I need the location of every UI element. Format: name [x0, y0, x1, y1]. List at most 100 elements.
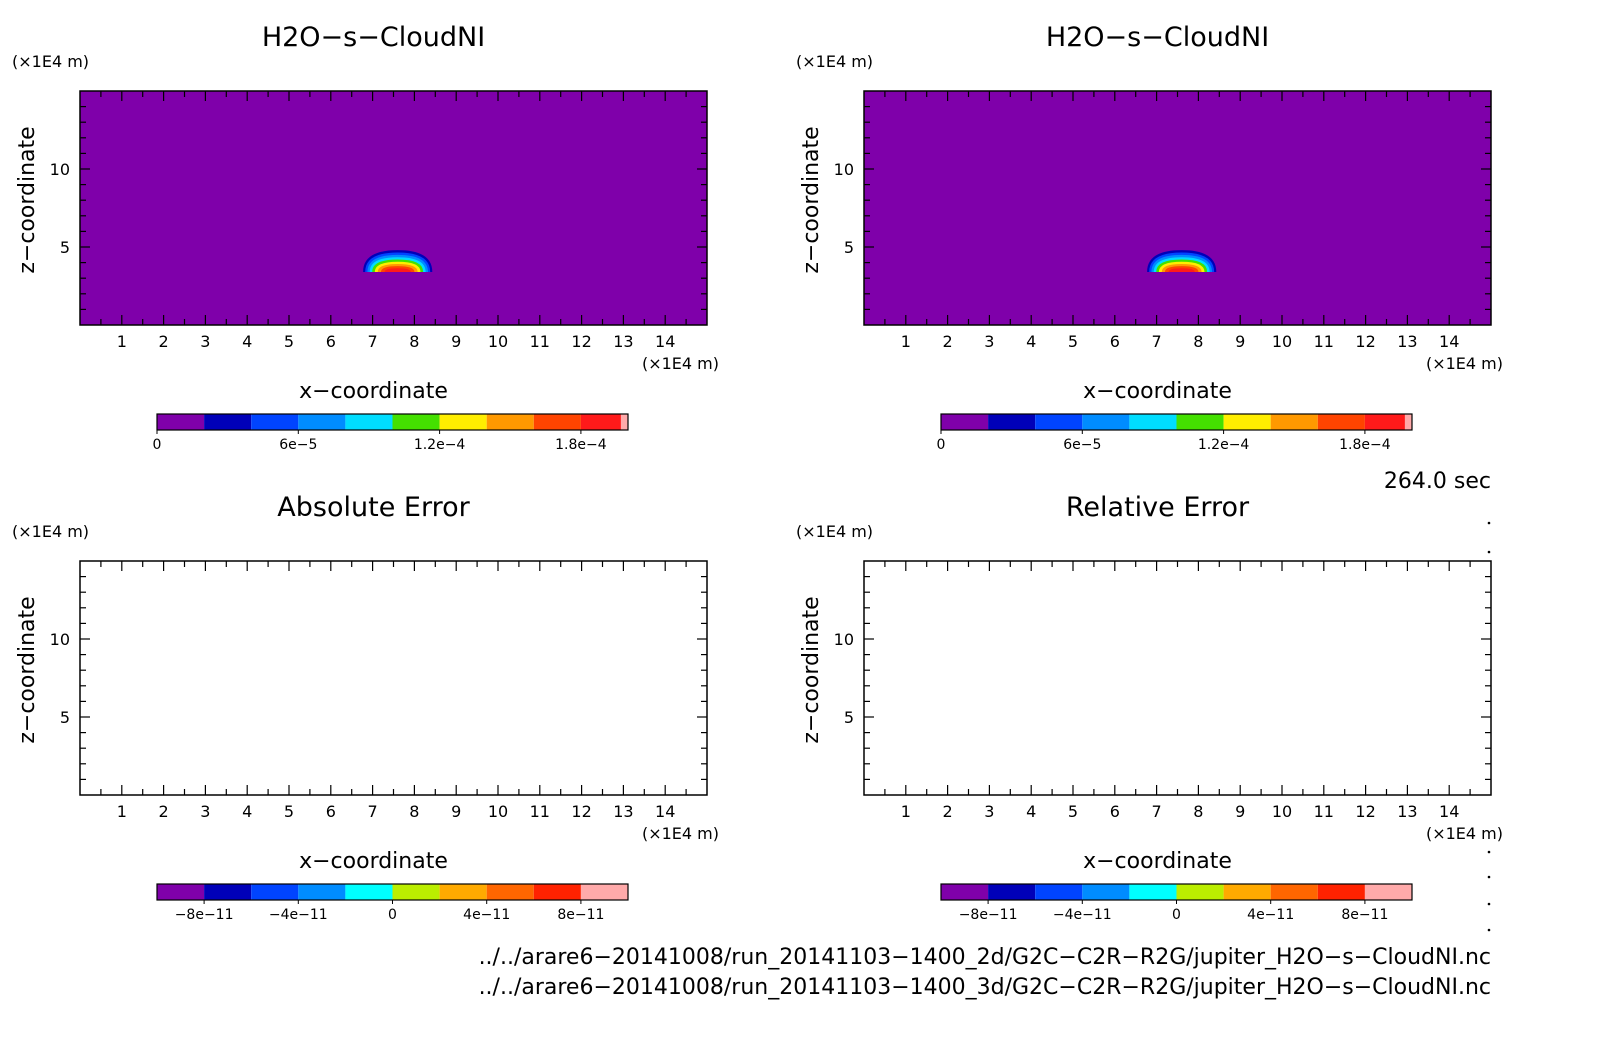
x-unit-label: (×1E4 m) [642, 354, 719, 373]
colorbar-segment [1176, 884, 1224, 900]
x-tick-label: 4 [242, 332, 252, 351]
y-unit-label: (×1E4 m) [796, 52, 873, 71]
x-tick-label: 4 [242, 802, 252, 821]
x-tick-label: 3 [984, 802, 994, 821]
colorbar-tick-label: −8e−11 [175, 907, 234, 923]
panel-3: Absolute Error(×1E4 m)1 2 3 4 5 6 7 8 9 10 11 12 13 1… [12, 492, 719, 923]
colorbar-tick-label: 6e−5 [1063, 437, 1101, 453]
colorbar-segment [439, 884, 487, 900]
colorbar-tick-label: 0 [153, 437, 162, 453]
x-tick-label: 8 [409, 332, 419, 351]
y-unit-label: (×1E4 m) [796, 522, 873, 541]
colorbar-segment [1270, 884, 1318, 900]
colorbar-segment [533, 414, 581, 430]
x-tick-label: 6 [326, 802, 336, 821]
colorbar-segment [941, 884, 989, 900]
colorbar-segment [1082, 414, 1130, 430]
cloud-contour-level-9 [384, 268, 411, 272]
colorbar-segment [157, 414, 205, 430]
x-tick-label: 9 [1235, 332, 1245, 351]
panel-title: Relative Error [1066, 492, 1250, 523]
colorbar-segment [345, 414, 393, 430]
x-tick-label: 4 [1026, 802, 1036, 821]
y-tick-label: 10 [834, 630, 854, 649]
x-tick-label: 11 [1314, 802, 1334, 821]
x-tick-label: 2 [159, 332, 169, 351]
x-tick-label: 14 [655, 802, 675, 821]
x-tick-label: 5 [284, 332, 294, 351]
x-tick-label: 14 [1439, 332, 1459, 351]
colorbar-tick-label: 8e−11 [557, 907, 604, 923]
colorbar-segment [1364, 884, 1412, 900]
colorbar-tick-label: 6e−5 [279, 437, 317, 453]
plot-area [864, 561, 1491, 795]
y-tick-label: 10 [50, 630, 70, 649]
y-unit-label: (×1E4 m) [12, 52, 89, 71]
colorbar-segment [580, 884, 628, 900]
colorbar-segment [392, 414, 440, 430]
colorbar-segment [298, 414, 346, 430]
x-tick-label: 10 [488, 332, 508, 351]
margin-dot [1487, 902, 1491, 906]
colorbar-segment [533, 884, 581, 900]
panel-4: Relative Error(×1E4 m)1 2 3 4 5 6 7 8 9 10 11 12 13 1… [796, 492, 1503, 923]
x-tick-label: 9 [451, 332, 461, 351]
colorbar-segment [1317, 414, 1365, 430]
colorbar-tick-label: 1.8e−4 [555, 437, 607, 453]
colorbar-segment [1364, 414, 1405, 430]
x-tick-label: 13 [613, 802, 633, 821]
colorbar-tick-label: 4e−11 [463, 907, 510, 923]
plot-area [80, 91, 707, 325]
colorbar-segment [204, 414, 252, 430]
colorbar-tick-label: 1.8e−4 [1339, 437, 1391, 453]
y-tick-label: 5 [844, 708, 854, 727]
colorbar-segment [580, 414, 621, 430]
colorbar-tick-label: 4e−11 [1247, 907, 1294, 923]
colorbar-frame [156, 413, 629, 431]
colorbar-segment [1035, 884, 1083, 900]
colorbar-segment [251, 414, 299, 430]
x-tick-label: 11 [530, 802, 550, 821]
colorbar-segment [1082, 884, 1130, 900]
panel-2: H2O−s−CloudNI(×1E4 m)1 2 3 4 5 6 7 8 9 10 11 12 13 14… [796, 22, 1503, 453]
x-tick-label: 13 [1397, 802, 1417, 821]
x-tick-label: 1 [117, 332, 127, 351]
colorbar-tick-label: 1.2e−4 [1198, 437, 1250, 453]
cloud-contour-level-9 [1168, 268, 1195, 272]
plot-area [80, 561, 707, 795]
colorbar-segment [1129, 884, 1177, 900]
x-tick-label: 1 [117, 802, 127, 821]
colorbar-segment [1317, 884, 1365, 900]
x-tick-label: 12 [571, 802, 591, 821]
y-unit-label: (×1E4 m) [12, 522, 89, 541]
x-tick-label: 2 [943, 332, 953, 351]
colorbar-segment [486, 414, 534, 430]
file-path-3d: ../../arare6−20141008/run_20141103−1400_… [479, 975, 1491, 1000]
colorbar-segment [251, 884, 299, 900]
y-tick-label: 10 [834, 160, 854, 179]
x-tick-label: 13 [613, 332, 633, 351]
x-tick-label: 3 [984, 332, 994, 351]
x-tick-label: 12 [1355, 332, 1375, 351]
colorbar-tick-label: 8e−11 [1341, 907, 1388, 923]
x-tick-label: 1 [901, 332, 911, 351]
x-tick-label: 9 [1235, 802, 1245, 821]
colorbar-segment [298, 884, 346, 900]
x-tick-label: 8 [1193, 802, 1203, 821]
x-tick-label: 3 [200, 802, 210, 821]
x-tick-label: 12 [571, 332, 591, 351]
colorbar-tick-label: −4e−11 [269, 907, 328, 923]
x-tick-label: 4 [1026, 332, 1036, 351]
x-tick-label: 5 [284, 802, 294, 821]
time-label: 264.0 sec [1384, 469, 1491, 494]
x-tick-label: 11 [1314, 332, 1334, 351]
file-path-2d: ../../arare6−20141008/run_20141103−1400_… [479, 945, 1491, 970]
x-tick-label: 2 [159, 802, 169, 821]
margin-dot [1487, 521, 1491, 525]
x-tick-label: 7 [1152, 332, 1162, 351]
y-tick-label: 5 [60, 708, 70, 727]
colorbar-segment [941, 414, 989, 430]
x-axis-label: x−coordinate [1083, 849, 1232, 874]
x-tick-label: 6 [1110, 332, 1120, 351]
